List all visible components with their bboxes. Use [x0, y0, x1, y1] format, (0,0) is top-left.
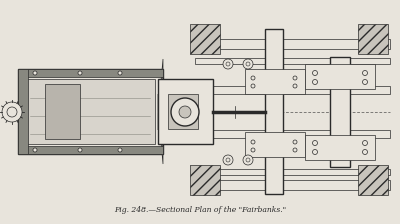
Bar — [168, 94, 198, 129]
Circle shape — [223, 59, 233, 69]
Circle shape — [78, 71, 82, 75]
Circle shape — [251, 84, 255, 88]
Bar — [158, 79, 213, 144]
Circle shape — [293, 76, 297, 80]
Bar — [305, 135, 375, 160]
Circle shape — [78, 148, 82, 152]
Circle shape — [243, 59, 253, 69]
Bar — [160, 86, 390, 94]
Circle shape — [251, 76, 255, 80]
Circle shape — [293, 84, 297, 88]
Circle shape — [312, 80, 318, 84]
Circle shape — [251, 140, 255, 144]
Circle shape — [179, 106, 191, 118]
Bar — [160, 130, 390, 138]
Polygon shape — [158, 94, 163, 164]
Circle shape — [362, 80, 368, 84]
Circle shape — [223, 155, 233, 165]
Circle shape — [33, 71, 37, 75]
Circle shape — [312, 149, 318, 155]
Bar — [190, 24, 220, 54]
Circle shape — [246, 62, 250, 66]
Bar — [330, 57, 350, 167]
Bar — [25, 79, 155, 144]
Circle shape — [243, 155, 253, 165]
Bar — [358, 165, 388, 195]
Bar — [18, 69, 163, 154]
Circle shape — [312, 140, 318, 146]
Polygon shape — [158, 59, 163, 130]
Bar — [305, 64, 375, 89]
Bar — [265, 29, 283, 194]
Circle shape — [7, 107, 17, 117]
Bar — [18, 69, 163, 77]
Bar — [245, 132, 305, 157]
Circle shape — [362, 149, 368, 155]
Bar — [18, 146, 163, 154]
Circle shape — [226, 158, 230, 162]
Text: Fig. 248.—Sectional Plan of the "Fairbanks.": Fig. 248.—Sectional Plan of the "Fairban… — [114, 206, 286, 214]
Bar — [190, 165, 220, 195]
Circle shape — [293, 148, 297, 152]
Circle shape — [362, 71, 368, 75]
Bar — [45, 84, 80, 139]
Bar — [195, 169, 390, 175]
Circle shape — [251, 148, 255, 152]
Bar — [18, 69, 28, 154]
Bar — [195, 180, 390, 190]
Circle shape — [118, 71, 122, 75]
Circle shape — [33, 148, 37, 152]
Circle shape — [293, 140, 297, 144]
Circle shape — [171, 98, 199, 126]
Circle shape — [226, 62, 230, 66]
Bar — [358, 24, 388, 54]
Circle shape — [362, 140, 368, 146]
Circle shape — [246, 158, 250, 162]
Circle shape — [2, 102, 22, 122]
Bar — [195, 39, 390, 49]
Circle shape — [118, 148, 122, 152]
Bar — [195, 58, 390, 64]
Bar — [245, 69, 305, 94]
Circle shape — [312, 71, 318, 75]
